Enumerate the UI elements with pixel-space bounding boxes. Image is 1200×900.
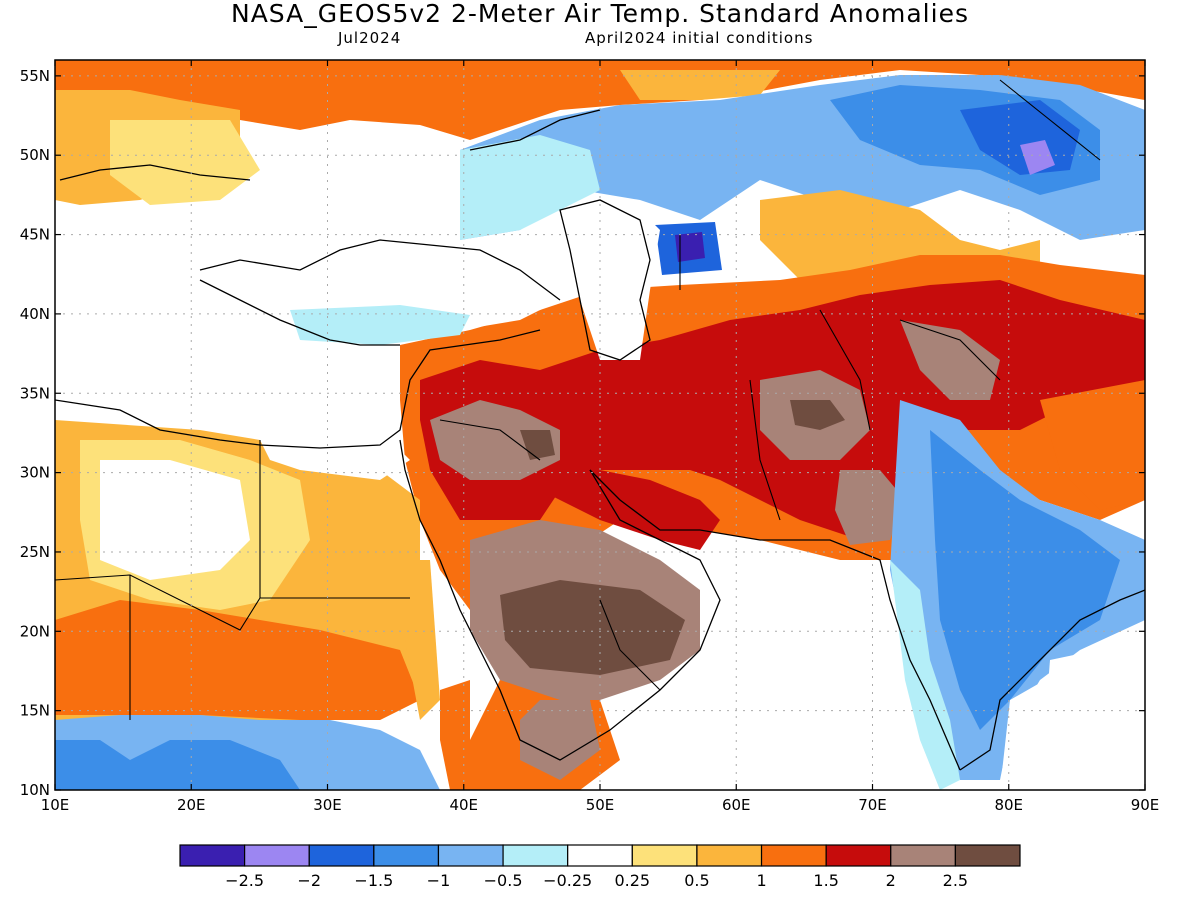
colorbar-swatch bbox=[890, 844, 956, 867]
colorbar-label: 0.5 bbox=[684, 871, 709, 890]
colorbar-label: 2 bbox=[886, 871, 896, 890]
colorbar-swatch bbox=[437, 844, 504, 867]
lon-tick-label: 60E bbox=[722, 796, 751, 814]
lat-tick-label: 45N bbox=[20, 226, 50, 244]
yemen-brown bbox=[520, 700, 600, 780]
valid-month-label: Jul2024 bbox=[338, 29, 402, 47]
colorbar-label: −0.25 bbox=[543, 871, 592, 890]
colorbar-swatch bbox=[244, 844, 310, 867]
pakistan-brown bbox=[835, 470, 905, 545]
colorbar-swatch bbox=[954, 844, 1021, 867]
lat-tick-label: 35N bbox=[20, 384, 50, 402]
init-conditions-label: April2024 initial conditions bbox=[585, 29, 814, 47]
lon-tick-label: 20E bbox=[177, 796, 206, 814]
bay-bengal-white bbox=[1040, 640, 1145, 790]
iraq-dark bbox=[520, 430, 555, 460]
sahara-white-patch bbox=[100, 460, 250, 580]
colorbar-label: −1.5 bbox=[354, 871, 393, 890]
lat-tick-label: 20N bbox=[20, 622, 50, 640]
colorbar-label: −2 bbox=[297, 871, 321, 890]
colorbar-swatch bbox=[631, 844, 698, 867]
kazakhstan-cold-spot bbox=[675, 232, 705, 262]
lon-tick-label: 70E bbox=[858, 796, 887, 814]
anatolia-cold-fringe bbox=[290, 305, 470, 345]
colorbar-label: 0.25 bbox=[614, 871, 650, 890]
central-europe-light bbox=[110, 120, 260, 205]
colorbar-swatch bbox=[308, 844, 375, 867]
lat-tick-label: 30N bbox=[20, 464, 50, 482]
colorbar-swatch bbox=[696, 844, 763, 867]
colorbar-swatch bbox=[179, 844, 246, 867]
lon-tick-label: 90E bbox=[1131, 796, 1160, 814]
colorbar-swatch bbox=[567, 844, 633, 867]
central-asia-cold-fringe bbox=[460, 135, 600, 240]
lat-tick-label: 15N bbox=[20, 702, 50, 720]
lon-tick-label: 30E bbox=[313, 796, 342, 814]
himalaya-brown bbox=[900, 320, 1000, 400]
sahel-cold-strong bbox=[55, 740, 300, 790]
lon-tick-label: 80E bbox=[994, 796, 1023, 814]
colorbar-label: −1 bbox=[427, 871, 451, 890]
map-axes: 10E 20E 30E 40E 50E 60E 70E 80E 90E 55N 50N 45N 40N 3… bbox=[20, 60, 1160, 814]
lat-tick-label: 40N bbox=[20, 305, 50, 323]
mongolia-cold-spot bbox=[1020, 140, 1055, 175]
colorbar-swatch bbox=[502, 844, 569, 867]
lon-tick-label: 40E bbox=[449, 796, 478, 814]
anomaly-field bbox=[55, 60, 1145, 790]
caspian-white bbox=[560, 200, 660, 360]
himalaya-red bbox=[1040, 380, 1145, 510]
lat-tick-label: 10N bbox=[20, 781, 50, 799]
northeast-orange2 bbox=[620, 70, 780, 100]
iraq-brown bbox=[430, 400, 560, 480]
map-title: NASA_GEOS5v2 2-Meter Air Temp. Standard … bbox=[231, 0, 969, 28]
colorbar-swatch bbox=[373, 844, 440, 867]
lon-tick-label: 50E bbox=[586, 796, 615, 814]
lon-tick-label: 10E bbox=[41, 796, 70, 814]
lat-tick-label: 25N bbox=[20, 543, 50, 561]
colorbar-swatch bbox=[825, 844, 892, 867]
colorbar-swatch bbox=[760, 844, 827, 867]
colorbar: −2.5 −2 −1.5 −1 −0.5 −0.25 0.25 0.5 1 1.5 2 2.5 bbox=[179, 844, 1021, 890]
india-cold-fringe bbox=[890, 560, 960, 790]
red-sea-strip bbox=[440, 680, 470, 790]
colorbar-label: 1 bbox=[756, 871, 766, 890]
colorbar-label: −0.5 bbox=[484, 871, 523, 890]
lat-tick-label: 50N bbox=[20, 146, 50, 164]
colorbar-label: 1.5 bbox=[813, 871, 838, 890]
colorbar-label: 2.5 bbox=[943, 871, 968, 890]
arabia-dark bbox=[500, 580, 685, 675]
nile-orange bbox=[400, 560, 440, 720]
india-cold-strong bbox=[930, 430, 1120, 730]
borders bbox=[55, 79, 1101, 720]
iran-dark bbox=[790, 400, 845, 430]
graticule bbox=[55, 60, 1145, 790]
coastlines bbox=[55, 109, 1145, 771]
sudan-orange bbox=[55, 600, 420, 720]
lat-tick-label: 55N bbox=[20, 67, 50, 85]
colorbar-label: −2.5 bbox=[225, 871, 264, 890]
egypt-white bbox=[260, 430, 410, 480]
